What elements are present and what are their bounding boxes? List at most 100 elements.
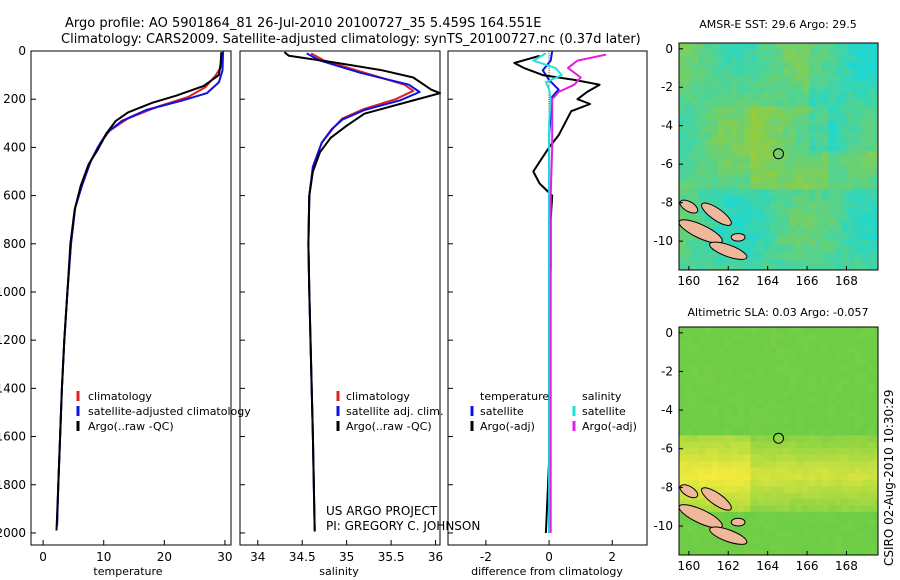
field-cell xyxy=(796,518,803,526)
field-cell xyxy=(822,144,829,152)
field-cell xyxy=(705,106,712,114)
field-cell xyxy=(822,339,829,347)
field-cell xyxy=(848,252,855,260)
field-cell xyxy=(770,131,777,139)
field-cell xyxy=(718,170,725,177)
field-cell xyxy=(874,170,879,177)
field-cell xyxy=(802,119,810,126)
field-cell xyxy=(809,333,816,341)
field-cell xyxy=(731,454,738,462)
field-cell xyxy=(770,157,777,164)
field-cell xyxy=(841,518,849,526)
field-cell xyxy=(744,511,751,519)
field-cell xyxy=(789,43,797,50)
field-cell xyxy=(815,258,823,266)
field-cell xyxy=(731,397,738,404)
field-cell xyxy=(874,208,879,215)
field-cell xyxy=(698,138,706,145)
credit-pi: PI: GREGORY C. JOHNSON xyxy=(326,519,481,533)
field-cell xyxy=(854,176,862,183)
field-cell xyxy=(705,352,712,360)
field-cell xyxy=(796,220,803,228)
field-cell xyxy=(724,170,732,177)
field-cell xyxy=(835,201,842,209)
field-cell xyxy=(796,182,803,190)
field-cell xyxy=(848,346,855,353)
field-cell xyxy=(724,441,732,449)
field-cell xyxy=(705,182,712,190)
field-cell xyxy=(705,358,712,366)
legend-label-temp-satellite: satellite xyxy=(480,405,524,418)
field-cell xyxy=(828,100,836,107)
field-cell xyxy=(789,157,797,164)
field-cell xyxy=(789,81,797,88)
field-cell xyxy=(783,201,790,209)
field-cell xyxy=(698,176,706,183)
field-cell xyxy=(874,543,879,551)
field-cell xyxy=(815,119,823,126)
field-cell xyxy=(705,150,712,158)
field-cell xyxy=(692,460,699,468)
field-cell xyxy=(698,499,706,506)
field-cell xyxy=(750,74,758,82)
field-cell xyxy=(776,422,784,430)
field-cell xyxy=(731,422,738,430)
field-cell xyxy=(789,55,797,63)
field-cell xyxy=(698,246,706,253)
field-cell xyxy=(861,403,868,411)
field-cell xyxy=(854,537,862,545)
field-cell xyxy=(724,81,732,88)
field-cell xyxy=(796,524,803,532)
field-cell xyxy=(783,333,790,341)
field-cell xyxy=(848,81,855,88)
field-cell xyxy=(718,43,725,50)
field-cell xyxy=(783,233,790,241)
field-cell xyxy=(757,371,764,379)
field-cell xyxy=(750,93,758,101)
field-cell xyxy=(874,258,879,266)
field-cell xyxy=(731,55,738,63)
field-cell xyxy=(770,68,777,76)
field-cell xyxy=(835,473,842,481)
field-cell xyxy=(757,68,764,76)
field-cell xyxy=(718,416,725,424)
field-cell xyxy=(802,201,810,209)
field-cell xyxy=(848,131,855,139)
field-cell xyxy=(822,227,829,234)
field-cell xyxy=(711,55,719,63)
field-cell xyxy=(724,492,732,500)
field-cell xyxy=(698,81,706,88)
field-cell xyxy=(711,87,719,95)
field-cell xyxy=(679,55,686,63)
field-cell xyxy=(809,201,816,209)
field-cell xyxy=(685,195,693,203)
field-cell xyxy=(828,49,836,56)
field-cell xyxy=(692,112,699,120)
field-cell xyxy=(692,371,699,379)
field-cell xyxy=(731,339,738,347)
field-cell xyxy=(757,511,764,519)
field-cell xyxy=(822,486,829,494)
field-cell xyxy=(861,473,868,481)
field-cell xyxy=(828,378,836,385)
field-cell xyxy=(809,416,816,424)
field-cell xyxy=(711,390,719,398)
field-cell xyxy=(835,189,842,196)
field-cell xyxy=(718,371,725,379)
field-cell xyxy=(841,62,849,69)
field-cell xyxy=(685,144,693,152)
field-cell xyxy=(802,460,810,468)
field-cell xyxy=(867,233,875,241)
field-cell xyxy=(744,150,751,158)
field-cell xyxy=(750,258,758,266)
field-cell xyxy=(718,448,725,455)
field-cell xyxy=(861,467,868,475)
field-cell xyxy=(731,499,738,506)
field-cell xyxy=(841,220,849,228)
field-cell xyxy=(770,511,777,519)
field-cell xyxy=(802,100,810,107)
field-cell xyxy=(802,473,810,481)
field-cell xyxy=(679,473,686,481)
field-cell xyxy=(874,150,879,158)
field-cell xyxy=(828,333,836,341)
